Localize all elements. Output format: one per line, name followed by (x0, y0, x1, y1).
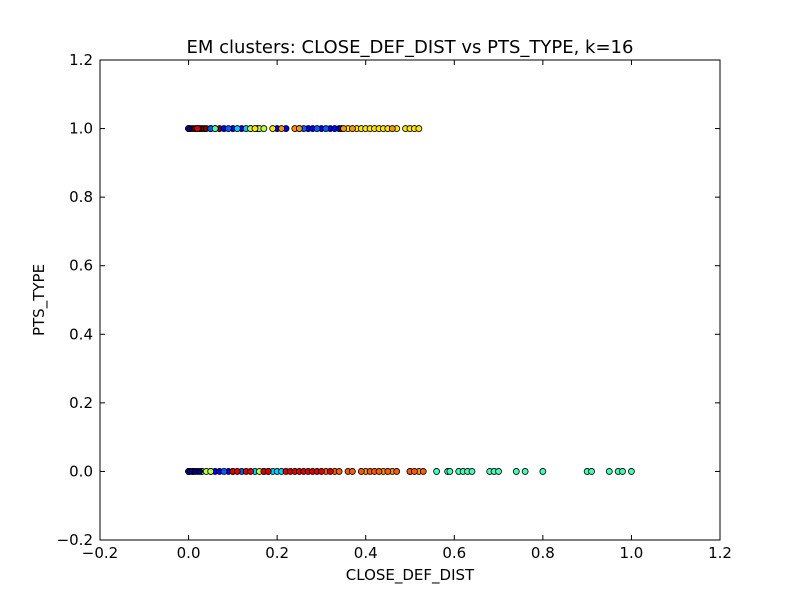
scatter-point (521, 468, 529, 475)
x-tick-label: 1.0 (619, 544, 643, 562)
scatter-point (211, 125, 219, 132)
y-tick-label: 0.2 (69, 394, 93, 412)
y-tick-label: 0.4 (69, 325, 93, 343)
plot-frame (99, 59, 721, 541)
scatter-point (411, 468, 418, 475)
scatter-point (349, 125, 356, 132)
y-tick-label: 0.0 (69, 462, 93, 480)
scatter-point (207, 468, 215, 475)
scatter-point (375, 468, 383, 475)
x-tick-label: 0.2 (265, 544, 289, 562)
x-axis: −0.2 0.0 0.2 0.4 0.6 0.8 1.0 1.2 (82, 60, 732, 562)
scatter-point (233, 125, 241, 132)
y-tick-label: 1.0 (69, 120, 93, 138)
scatter-point (322, 125, 330, 132)
scatter-point (605, 468, 613, 475)
scatter-point (349, 468, 356, 475)
scatter-point (318, 468, 325, 475)
scatter-point (295, 125, 303, 132)
x-axis-label: CLOSE_DEF_DIST (346, 566, 475, 585)
scatter-point (468, 468, 476, 475)
scatter-point (388, 125, 396, 132)
x-tick-label: 0.6 (442, 544, 466, 562)
scatter-point (539, 468, 547, 475)
y-tick-label: 0.8 (69, 188, 93, 206)
scatter-point (225, 125, 232, 132)
x-tick-label: 0.0 (177, 544, 201, 562)
points-layer (185, 125, 635, 475)
scatter-point (196, 468, 204, 475)
y-axis: −0.2 0.0 0.2 0.4 0.6 0.8 1.0 1.2 (57, 51, 720, 549)
scatter-point (269, 125, 277, 132)
y-tick-label: −0.2 (57, 531, 93, 549)
scatter-point (247, 468, 254, 475)
x-tick-label: 0.4 (354, 544, 378, 562)
scatter-point (357, 468, 365, 475)
scatter-point (588, 468, 595, 475)
scatter-point (628, 468, 635, 475)
chart-title: EM clusters: CLOSE_DEF_DIST vs PTS_TYPE,… (187, 37, 634, 58)
x-tick-label: 0.8 (531, 544, 555, 562)
scatter-point (194, 125, 201, 132)
scatter-point (619, 468, 626, 475)
y-tick-label: 0.6 (69, 257, 93, 275)
scatter-point (415, 125, 423, 132)
x-tick-label: −0.2 (82, 544, 118, 562)
scatter-point (433, 468, 440, 475)
scatter-point (326, 468, 334, 475)
scatter-point (264, 468, 272, 475)
scatter-point (260, 125, 268, 132)
x-tick-label: 1.2 (708, 544, 732, 562)
scatter-point (495, 468, 502, 475)
scatter-point (185, 125, 192, 132)
scatter-point (233, 468, 241, 475)
scatter-point (446, 468, 454, 475)
y-axis-label: PTS_TYPE (30, 264, 49, 336)
scatter-point (419, 468, 427, 475)
scatter-point (335, 468, 343, 475)
scatter-point (278, 125, 285, 132)
scatter-point (251, 125, 259, 132)
scatter-point (313, 125, 321, 132)
scatter-point (340, 125, 347, 132)
scatter-point (393, 468, 401, 475)
y-tick-label: 1.2 (69, 51, 93, 69)
scatter-point (384, 468, 392, 475)
scatter-point (220, 468, 228, 475)
scatter-point (512, 468, 520, 475)
